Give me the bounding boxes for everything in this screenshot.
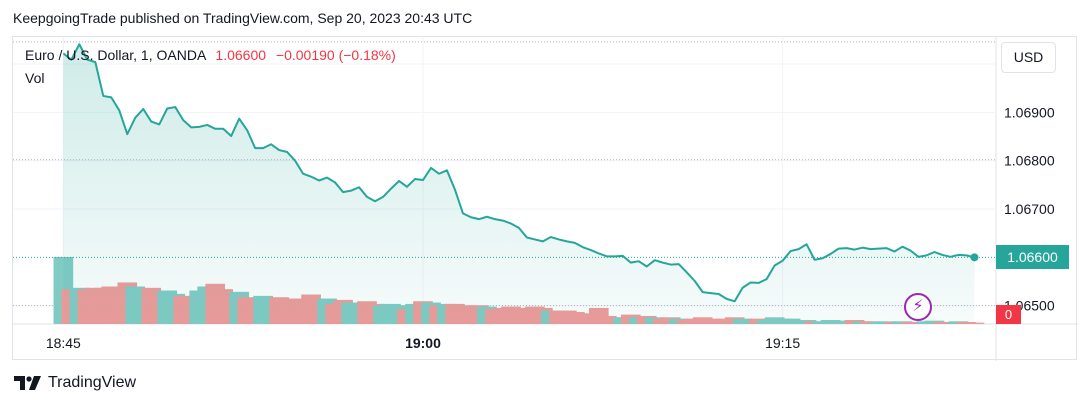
x-tick-label: 18:45 [46, 335, 81, 351]
y-tick-label: 1.06800 [1004, 153, 1055, 169]
legend-change: −0.00190 (−0.18%) [275, 47, 396, 63]
price-chart[interactable]: 1.070001.069001.068001.067001.0650018:45… [13, 37, 1078, 361]
footer-logo[interactable]: TradingView [14, 374, 136, 392]
x-tick-label: 19:15 [765, 335, 800, 351]
last-price-badge: 1.06600 [996, 245, 1069, 269]
chart-frame[interactable]: 1.070001.069001.068001.067001.0650018:45… [12, 36, 1078, 361]
lightning-icon[interactable]: ⚡ [904, 293, 932, 321]
y-tick-label: 1.06900 [1004, 104, 1055, 120]
x-tick-label: 19:00 [405, 335, 441, 351]
legend-symbol[interactable]: Euro / U.S. Dollar, 1, OANDA [25, 47, 206, 63]
last-price-dot [970, 253, 979, 262]
volume-legend-label[interactable]: Vol [25, 70, 45, 86]
volume-badge: 0 [996, 305, 1021, 324]
footer-brand: TradingView [48, 374, 137, 391]
price-line [62, 43, 975, 303]
y-tick-label: 1.06700 [1004, 201, 1055, 217]
price-area [63, 44, 975, 324]
chart-legend: Euro / U.S. Dollar, 1, OANDA 1.06600 −0.… [25, 47, 396, 63]
volume-bar [964, 322, 985, 324]
currency-button[interactable]: USD [1001, 42, 1056, 73]
publish-line: KeepgoingTrade published on TradingView.… [13, 10, 473, 26]
tradingview-logo-icon [14, 376, 41, 390]
legend-last-price: 1.06600 [215, 47, 267, 63]
